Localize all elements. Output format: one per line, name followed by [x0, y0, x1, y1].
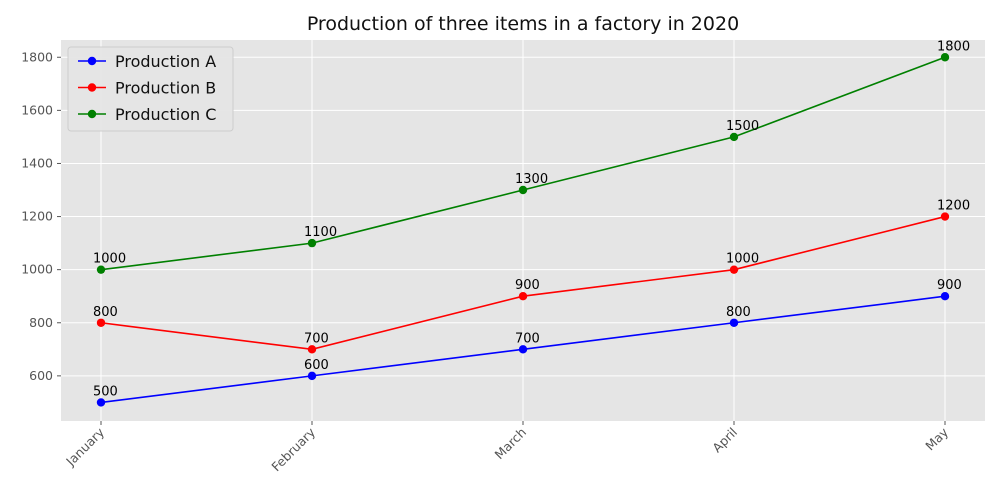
data-label: 700 — [304, 331, 329, 346]
data-label: 1300 — [515, 172, 548, 187]
data-point — [730, 133, 738, 141]
data-label: 1200 — [937, 199, 970, 214]
y-axis: 600 800 1000 1200 1400 1600 1800 — [21, 49, 61, 383]
data-point — [97, 398, 105, 406]
data-point — [941, 53, 949, 61]
legend-label: Production B — [115, 79, 216, 98]
data-point — [730, 319, 738, 327]
legend-label: Production A — [115, 52, 216, 71]
data-point — [941, 212, 949, 220]
data-label: 600 — [304, 358, 329, 373]
chart-title: Production of three items in a factory i… — [307, 13, 739, 35]
legend-marker — [88, 110, 96, 118]
x-tick-label: February — [268, 424, 318, 474]
x-axis: January February March April May — [62, 421, 951, 474]
data-point — [308, 372, 316, 380]
legend-label: Production C — [115, 105, 216, 124]
data-label: 900 — [937, 278, 962, 293]
data-label: 500 — [93, 384, 118, 399]
data-point — [97, 319, 105, 327]
legend: Production A Production B Production C — [68, 47, 233, 131]
data-point — [308, 345, 316, 353]
legend-marker — [88, 83, 96, 91]
y-tick-label: 1600 — [21, 102, 53, 117]
y-tick-label: 1400 — [21, 155, 53, 170]
y-tick-label: 1800 — [21, 49, 53, 64]
data-point — [97, 265, 105, 273]
data-point — [519, 292, 527, 300]
data-label: 1000 — [93, 252, 126, 267]
y-tick-label: 800 — [29, 315, 53, 330]
data-label: 800 — [726, 305, 751, 320]
data-point — [941, 292, 949, 300]
x-tick-label: March — [492, 425, 530, 463]
y-tick-label: 1000 — [21, 262, 53, 277]
data-point — [308, 239, 316, 247]
data-label: 800 — [93, 305, 118, 320]
data-label: 1100 — [304, 225, 337, 240]
x-tick-label: April — [709, 425, 740, 456]
data-label: 900 — [515, 278, 540, 293]
y-tick-label: 600 — [29, 368, 53, 383]
data-label: 1800 — [937, 39, 970, 54]
legend-marker — [88, 57, 96, 65]
data-label: 700 — [515, 331, 540, 346]
data-label: 1000 — [726, 252, 759, 267]
x-tick-label: January — [62, 424, 107, 469]
data-label: 1500 — [726, 119, 759, 134]
x-tick-label: May — [922, 424, 951, 453]
data-point — [730, 265, 738, 273]
data-point — [519, 345, 527, 353]
data-point — [519, 186, 527, 194]
y-tick-label: 1200 — [21, 209, 53, 224]
